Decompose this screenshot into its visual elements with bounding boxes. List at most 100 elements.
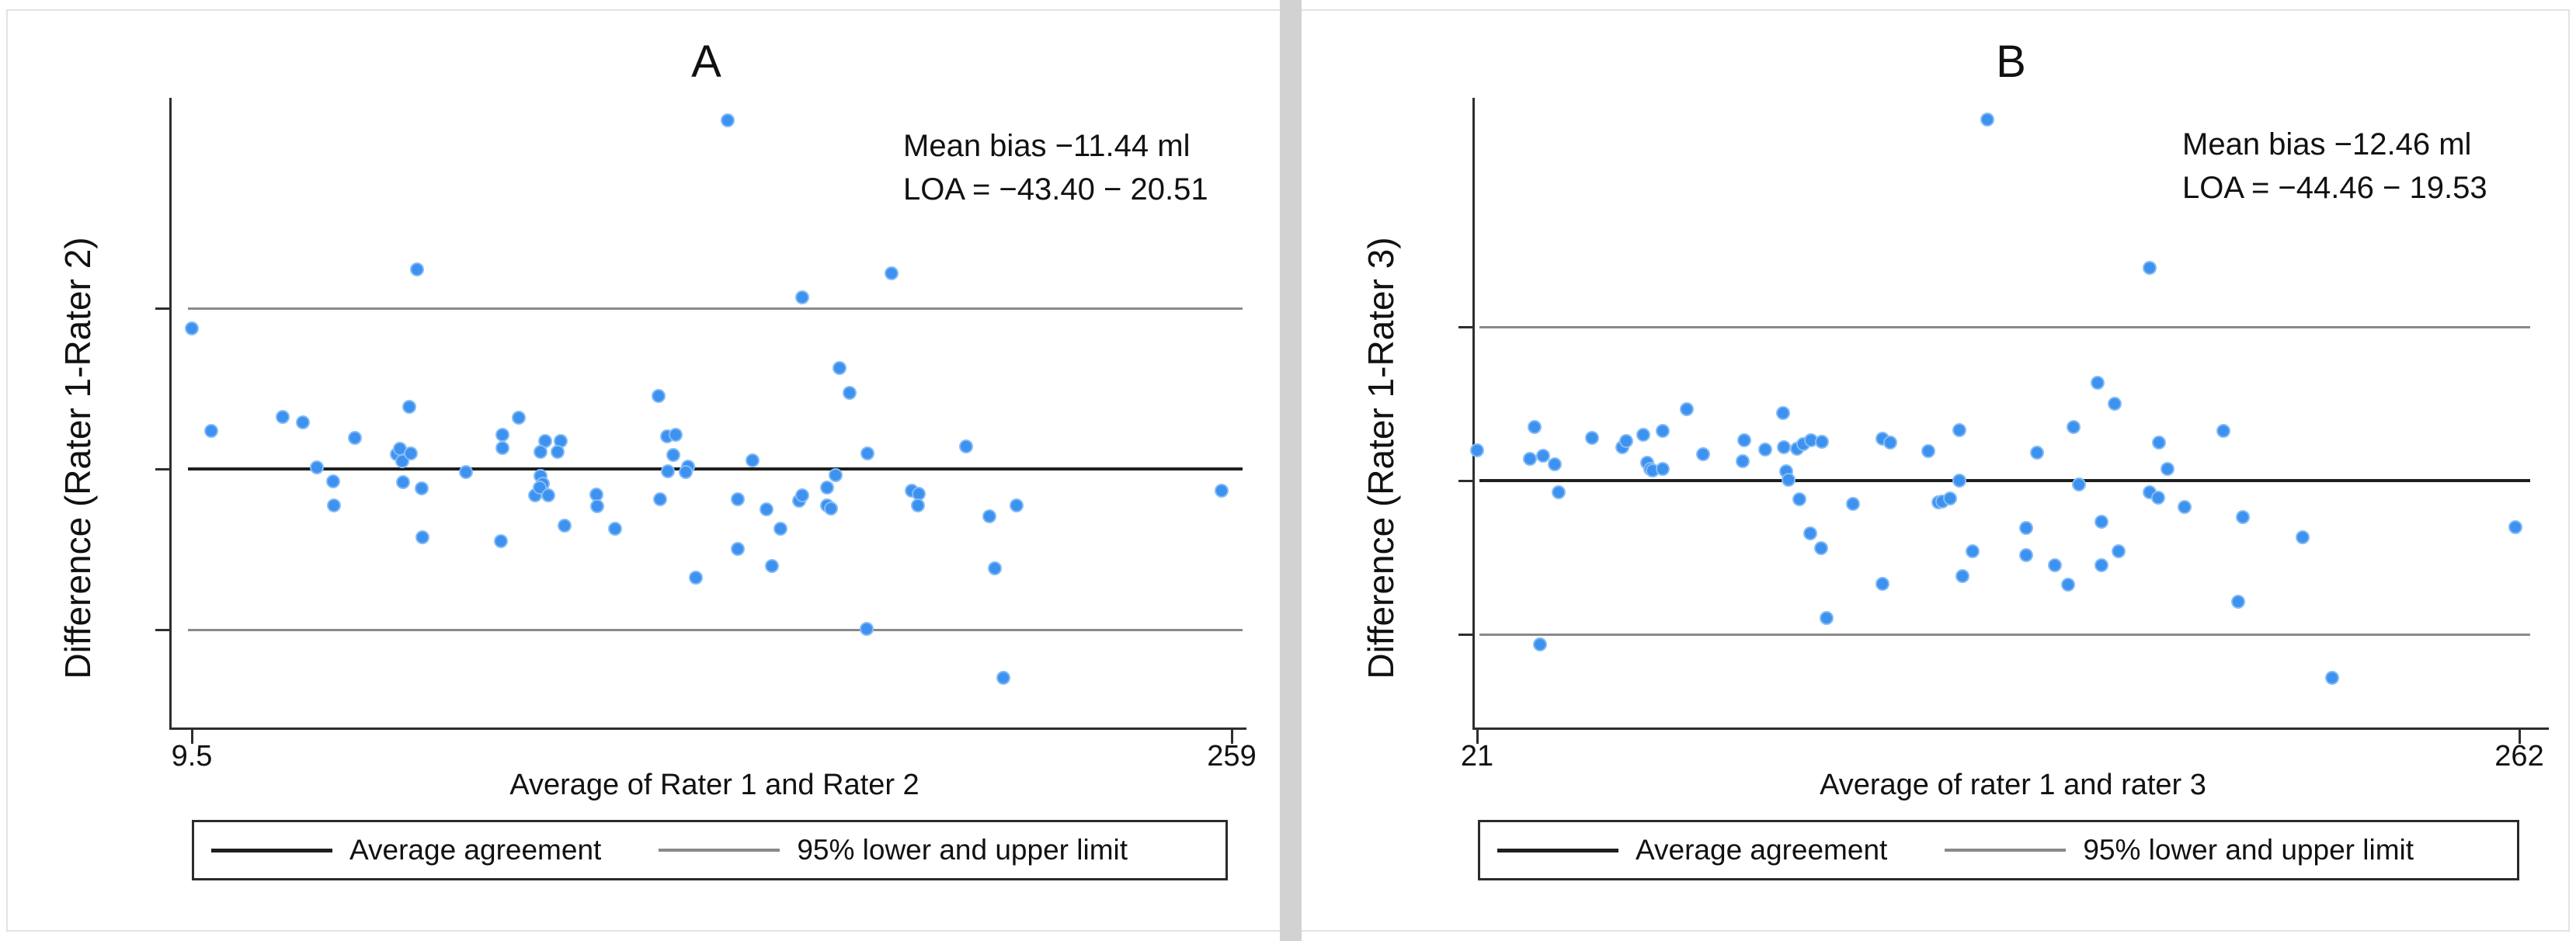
data-point bbox=[415, 530, 430, 544]
data-point bbox=[1737, 432, 1752, 447]
panel-a-annotation: Mean bias −11.44 ml LOA = −43.40 − 20.51 bbox=[903, 124, 1208, 211]
data-point bbox=[1735, 454, 1750, 469]
data-point bbox=[2095, 514, 2109, 529]
x-tick-max bbox=[1231, 730, 1233, 744]
legend-average-agreement-label: Average agreement bbox=[1636, 834, 1888, 866]
data-point bbox=[996, 670, 1010, 685]
data-point bbox=[2095, 558, 2109, 573]
data-point bbox=[1548, 457, 1563, 472]
data-point bbox=[204, 424, 219, 439]
data-point bbox=[310, 460, 324, 474]
data-point bbox=[1819, 610, 1834, 625]
data-point bbox=[860, 622, 874, 637]
y-axis-line bbox=[1472, 98, 1475, 727]
panel-a-loa-text: LOA = −43.40 − 20.51 bbox=[903, 172, 1208, 207]
data-point bbox=[494, 534, 509, 549]
legend-95-limit-line bbox=[1945, 849, 2067, 852]
data-point bbox=[824, 501, 839, 516]
data-point bbox=[511, 411, 526, 425]
data-point bbox=[1803, 526, 1817, 541]
data-point bbox=[396, 475, 411, 490]
panel-a-mean-bias-text: Mean bias −11.44 ml bbox=[903, 129, 1191, 163]
data-point bbox=[1966, 544, 1980, 559]
data-point bbox=[2236, 510, 2251, 525]
data-point bbox=[759, 502, 773, 517]
data-point bbox=[415, 481, 429, 495]
legend-average-agreement-line bbox=[1497, 848, 1618, 852]
panel-b-mean-bias-text: Mean bias −12.46 ml bbox=[2182, 127, 2472, 161]
data-point bbox=[765, 558, 780, 573]
data-point bbox=[2047, 558, 2062, 573]
panel-b-annotation: Mean bias −12.46 ml LOA = −44.46 − 19.53 bbox=[2182, 123, 2487, 210]
data-point bbox=[1010, 498, 1024, 513]
data-point bbox=[1952, 423, 1967, 438]
y-tick-lower-loa bbox=[155, 629, 169, 632]
panel-a-x-axis-label: Average of Rater 1 and Rater 2 bbox=[509, 769, 920, 801]
data-point bbox=[1955, 568, 1970, 583]
data-point bbox=[185, 321, 199, 335]
data-point bbox=[550, 444, 565, 459]
data-point bbox=[730, 492, 745, 507]
data-point bbox=[2508, 520, 2522, 535]
legend-average-agreement-line bbox=[211, 848, 332, 852]
legend-95-limit-label: 95% lower and upper limit bbox=[797, 834, 1128, 866]
panel-a-x-tick-max: 259 bbox=[1207, 740, 1257, 773]
data-point bbox=[689, 570, 704, 585]
data-point bbox=[2178, 499, 2192, 514]
data-point bbox=[1777, 439, 1792, 454]
data-point bbox=[1792, 492, 1806, 507]
data-point bbox=[911, 498, 926, 513]
data-point bbox=[2324, 671, 2339, 685]
data-point bbox=[652, 492, 667, 507]
y-tick-mean bbox=[1458, 480, 1472, 482]
data-point bbox=[2061, 577, 2076, 592]
data-point bbox=[885, 266, 899, 281]
y-axis-line bbox=[169, 98, 172, 727]
data-point bbox=[1781, 473, 1796, 487]
data-point bbox=[1535, 449, 1550, 464]
data-point bbox=[795, 290, 810, 305]
data-point bbox=[1815, 435, 1830, 450]
data-point bbox=[1696, 446, 1711, 461]
data-point bbox=[669, 428, 683, 443]
data-point bbox=[679, 465, 694, 480]
data-point bbox=[730, 541, 745, 556]
data-point bbox=[1655, 423, 1670, 438]
panel-a-title: A bbox=[691, 36, 722, 87]
data-point bbox=[661, 464, 676, 478]
x-axis-line bbox=[169, 727, 1246, 730]
data-point bbox=[2152, 435, 2167, 450]
data-point bbox=[533, 444, 548, 459]
panel-b-x-tick-max: 262 bbox=[2494, 740, 2544, 773]
data-point bbox=[2019, 548, 2034, 563]
legend-average-agreement-label: Average agreement bbox=[349, 834, 602, 866]
panel-b-x-axis-label: Average of rater 1 and rater 3 bbox=[1820, 769, 2206, 801]
panel-b-title: B bbox=[1996, 36, 2027, 87]
data-point bbox=[409, 262, 424, 276]
data-point bbox=[275, 410, 290, 424]
x-tick-max bbox=[2519, 730, 2521, 744]
data-point bbox=[2216, 423, 2231, 438]
data-point bbox=[1584, 431, 1599, 446]
data-point bbox=[2072, 477, 2087, 492]
data-point bbox=[982, 509, 997, 523]
data-point bbox=[1527, 419, 1542, 434]
data-point bbox=[820, 480, 835, 495]
y-tick-upper-loa bbox=[155, 307, 169, 310]
data-point bbox=[589, 498, 604, 513]
data-point bbox=[403, 446, 418, 460]
data-point bbox=[1875, 577, 1889, 592]
data-point bbox=[541, 488, 556, 503]
data-point bbox=[2231, 595, 2246, 609]
y-tick-lower-loa bbox=[1458, 634, 1472, 637]
data-point bbox=[2151, 490, 2166, 505]
data-point bbox=[988, 561, 1003, 576]
data-point bbox=[1470, 443, 1484, 458]
data-point bbox=[2296, 530, 2310, 545]
data-point bbox=[1523, 451, 1538, 466]
data-point bbox=[1656, 461, 1670, 476]
data-point bbox=[1680, 402, 1695, 417]
data-point bbox=[795, 488, 810, 503]
